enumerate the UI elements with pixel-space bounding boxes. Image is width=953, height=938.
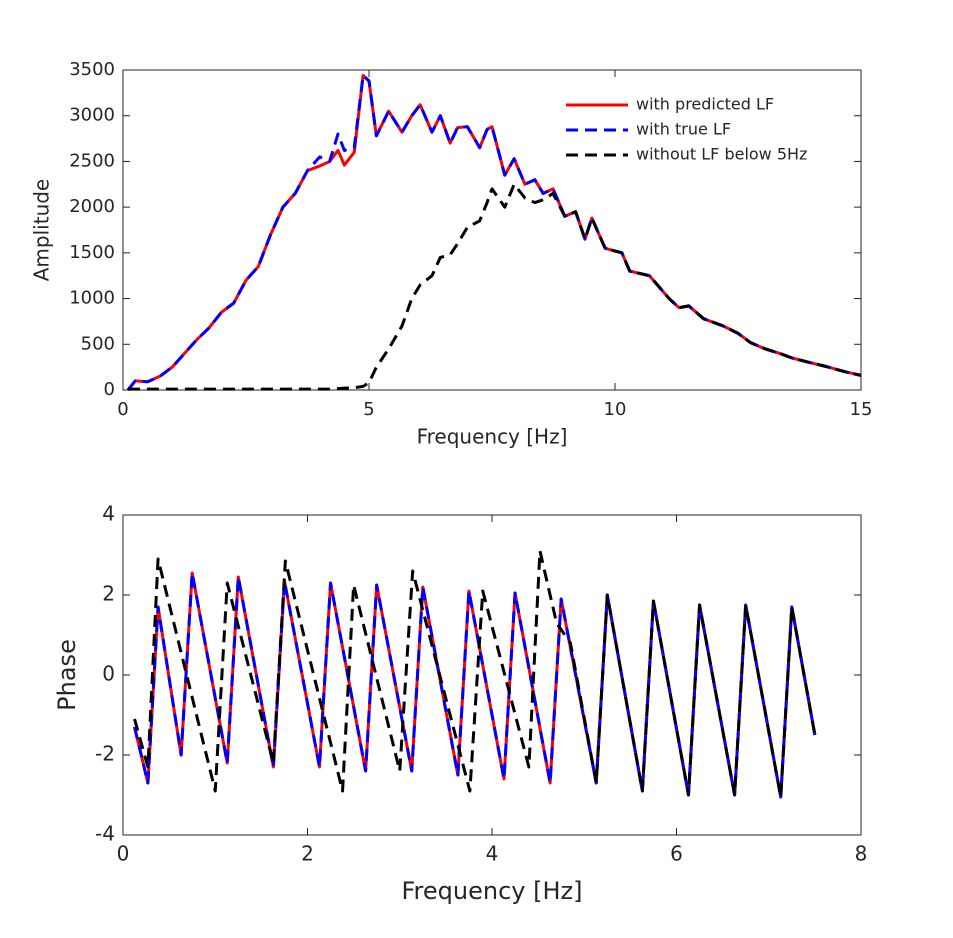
y-tick-label: 2 [102, 582, 115, 606]
x-tick-label: 8 [855, 842, 868, 866]
x-axis-label: Frequency [Hz] [402, 877, 583, 905]
plot-area [122, 69, 862, 391]
x-axis-label: Frequency [Hz] [417, 425, 568, 449]
y-tick-label: 2000 [69, 196, 115, 217]
x-tick-label: 15 [850, 399, 873, 420]
y-tick-label: 3500 [69, 59, 115, 80]
legend-label: without LF below 5Hz [636, 145, 807, 164]
series-line [126, 73, 862, 391]
y-tick-label: 500 [81, 333, 115, 354]
legend-label: with true LF [636, 120, 731, 139]
y-tick-label: 2500 [69, 150, 115, 171]
plot-area [122, 514, 862, 836]
y-tick-label: 3000 [69, 105, 115, 126]
x-tick-label: 2 [301, 842, 314, 866]
y-tick-label: -2 [95, 742, 115, 766]
x-tick-label: 5 [363, 399, 374, 420]
series-line [133, 549, 817, 799]
y-tick-label: 4 [102, 502, 115, 526]
y-axis-label: Phase [53, 639, 81, 711]
x-tick-label: 0 [117, 842, 130, 866]
y-axis-label: Amplitude [30, 179, 54, 282]
y-tick-label: 0 [104, 379, 115, 400]
y-tick-label: 1000 [69, 288, 115, 309]
x-tick-label: 10 [604, 399, 627, 420]
x-tick-label: 4 [486, 842, 499, 866]
x-tick-label: 0 [117, 399, 128, 420]
legend-label: with predicted LF [636, 95, 774, 114]
series-line [133, 571, 817, 799]
series-line [127, 182, 862, 391]
y-tick-label: 0 [102, 662, 115, 686]
y-tick-label: 1500 [69, 242, 115, 263]
x-tick-label: 6 [670, 842, 683, 866]
y-tick-label: -4 [95, 822, 115, 846]
